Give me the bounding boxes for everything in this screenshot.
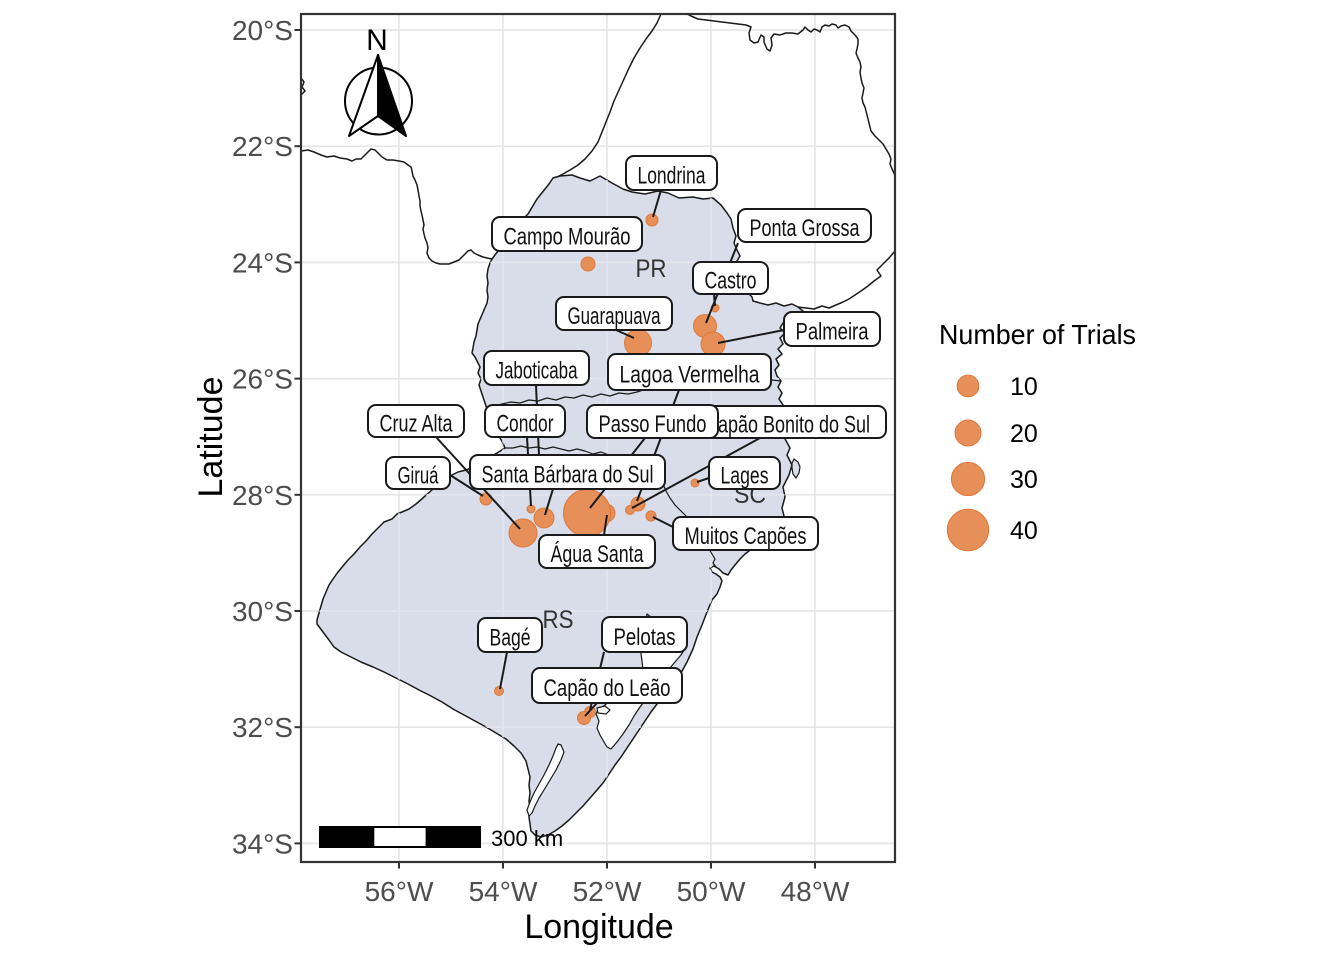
svg-text:24°S: 24°S [232,247,293,278]
svg-text:30°S: 30°S [232,596,293,627]
svg-text:Bagé: Bagé [490,624,531,651]
svg-text:40: 40 [1010,517,1038,545]
svg-text:Longitude: Longitude [524,908,673,946]
svg-text:N: N [366,24,388,57]
svg-text:32°S: 32°S [232,712,293,743]
svg-text:Passo Fundo: Passo Fundo [599,411,707,438]
svg-text:Latitude: Latitude [192,377,230,498]
svg-text:52°W: 52°W [573,876,642,907]
svg-text:Muitos Capões: Muitos Capões [685,523,807,550]
svg-text:Giruá: Giruá [398,462,439,489]
svg-text:50°W: 50°W [677,876,746,907]
svg-text:Lages: Lages [721,462,769,489]
svg-text:Castro: Castro [705,267,757,294]
svg-text:20: 20 [1010,420,1038,448]
svg-text:Jaboticaba: Jaboticaba [496,357,578,384]
svg-text:Guarapuava: Guarapuava [568,303,661,330]
svg-text:20°S: 20°S [232,15,293,46]
svg-text:PR: PR [636,255,667,283]
svg-text:10: 10 [1010,373,1038,401]
svg-text:Água Santa: Água Santa [551,541,644,568]
svg-text:Londrina: Londrina [638,162,706,189]
svg-text:Capão do Leão: Capão do Leão [544,675,671,702]
svg-text:Palmeira: Palmeira [796,318,869,345]
svg-text:Lagoa Vermelha: Lagoa Vermelha [620,361,761,388]
svg-text:Santa Bárbara do Sul: Santa Bárbara do Sul [482,461,654,488]
svg-text:Number of Trials: Number of Trials [939,319,1136,350]
svg-text:56°W: 56°W [365,876,434,907]
svg-text:Ponta Grossa: Ponta Grossa [750,215,860,242]
svg-text:RS: RS [543,606,574,634]
svg-text:apão Bonito do Sul: apão Bonito do Sul [718,411,870,438]
svg-text:22°S: 22°S [232,131,293,162]
svg-text:Cruz Alta: Cruz Alta [380,410,453,437]
svg-text:48°W: 48°W [781,876,850,907]
svg-text:Condor: Condor [497,410,554,437]
svg-text:30: 30 [1010,466,1038,494]
svg-text:26°S: 26°S [232,364,293,395]
svg-text:28°S: 28°S [232,480,293,511]
svg-text:Pelotas: Pelotas [614,624,676,651]
svg-text:54°W: 54°W [469,876,538,907]
svg-text:34°S: 34°S [232,828,293,859]
svg-text:300 km: 300 km [491,826,563,851]
svg-text:Campo Mourão: Campo Mourão [504,223,631,250]
